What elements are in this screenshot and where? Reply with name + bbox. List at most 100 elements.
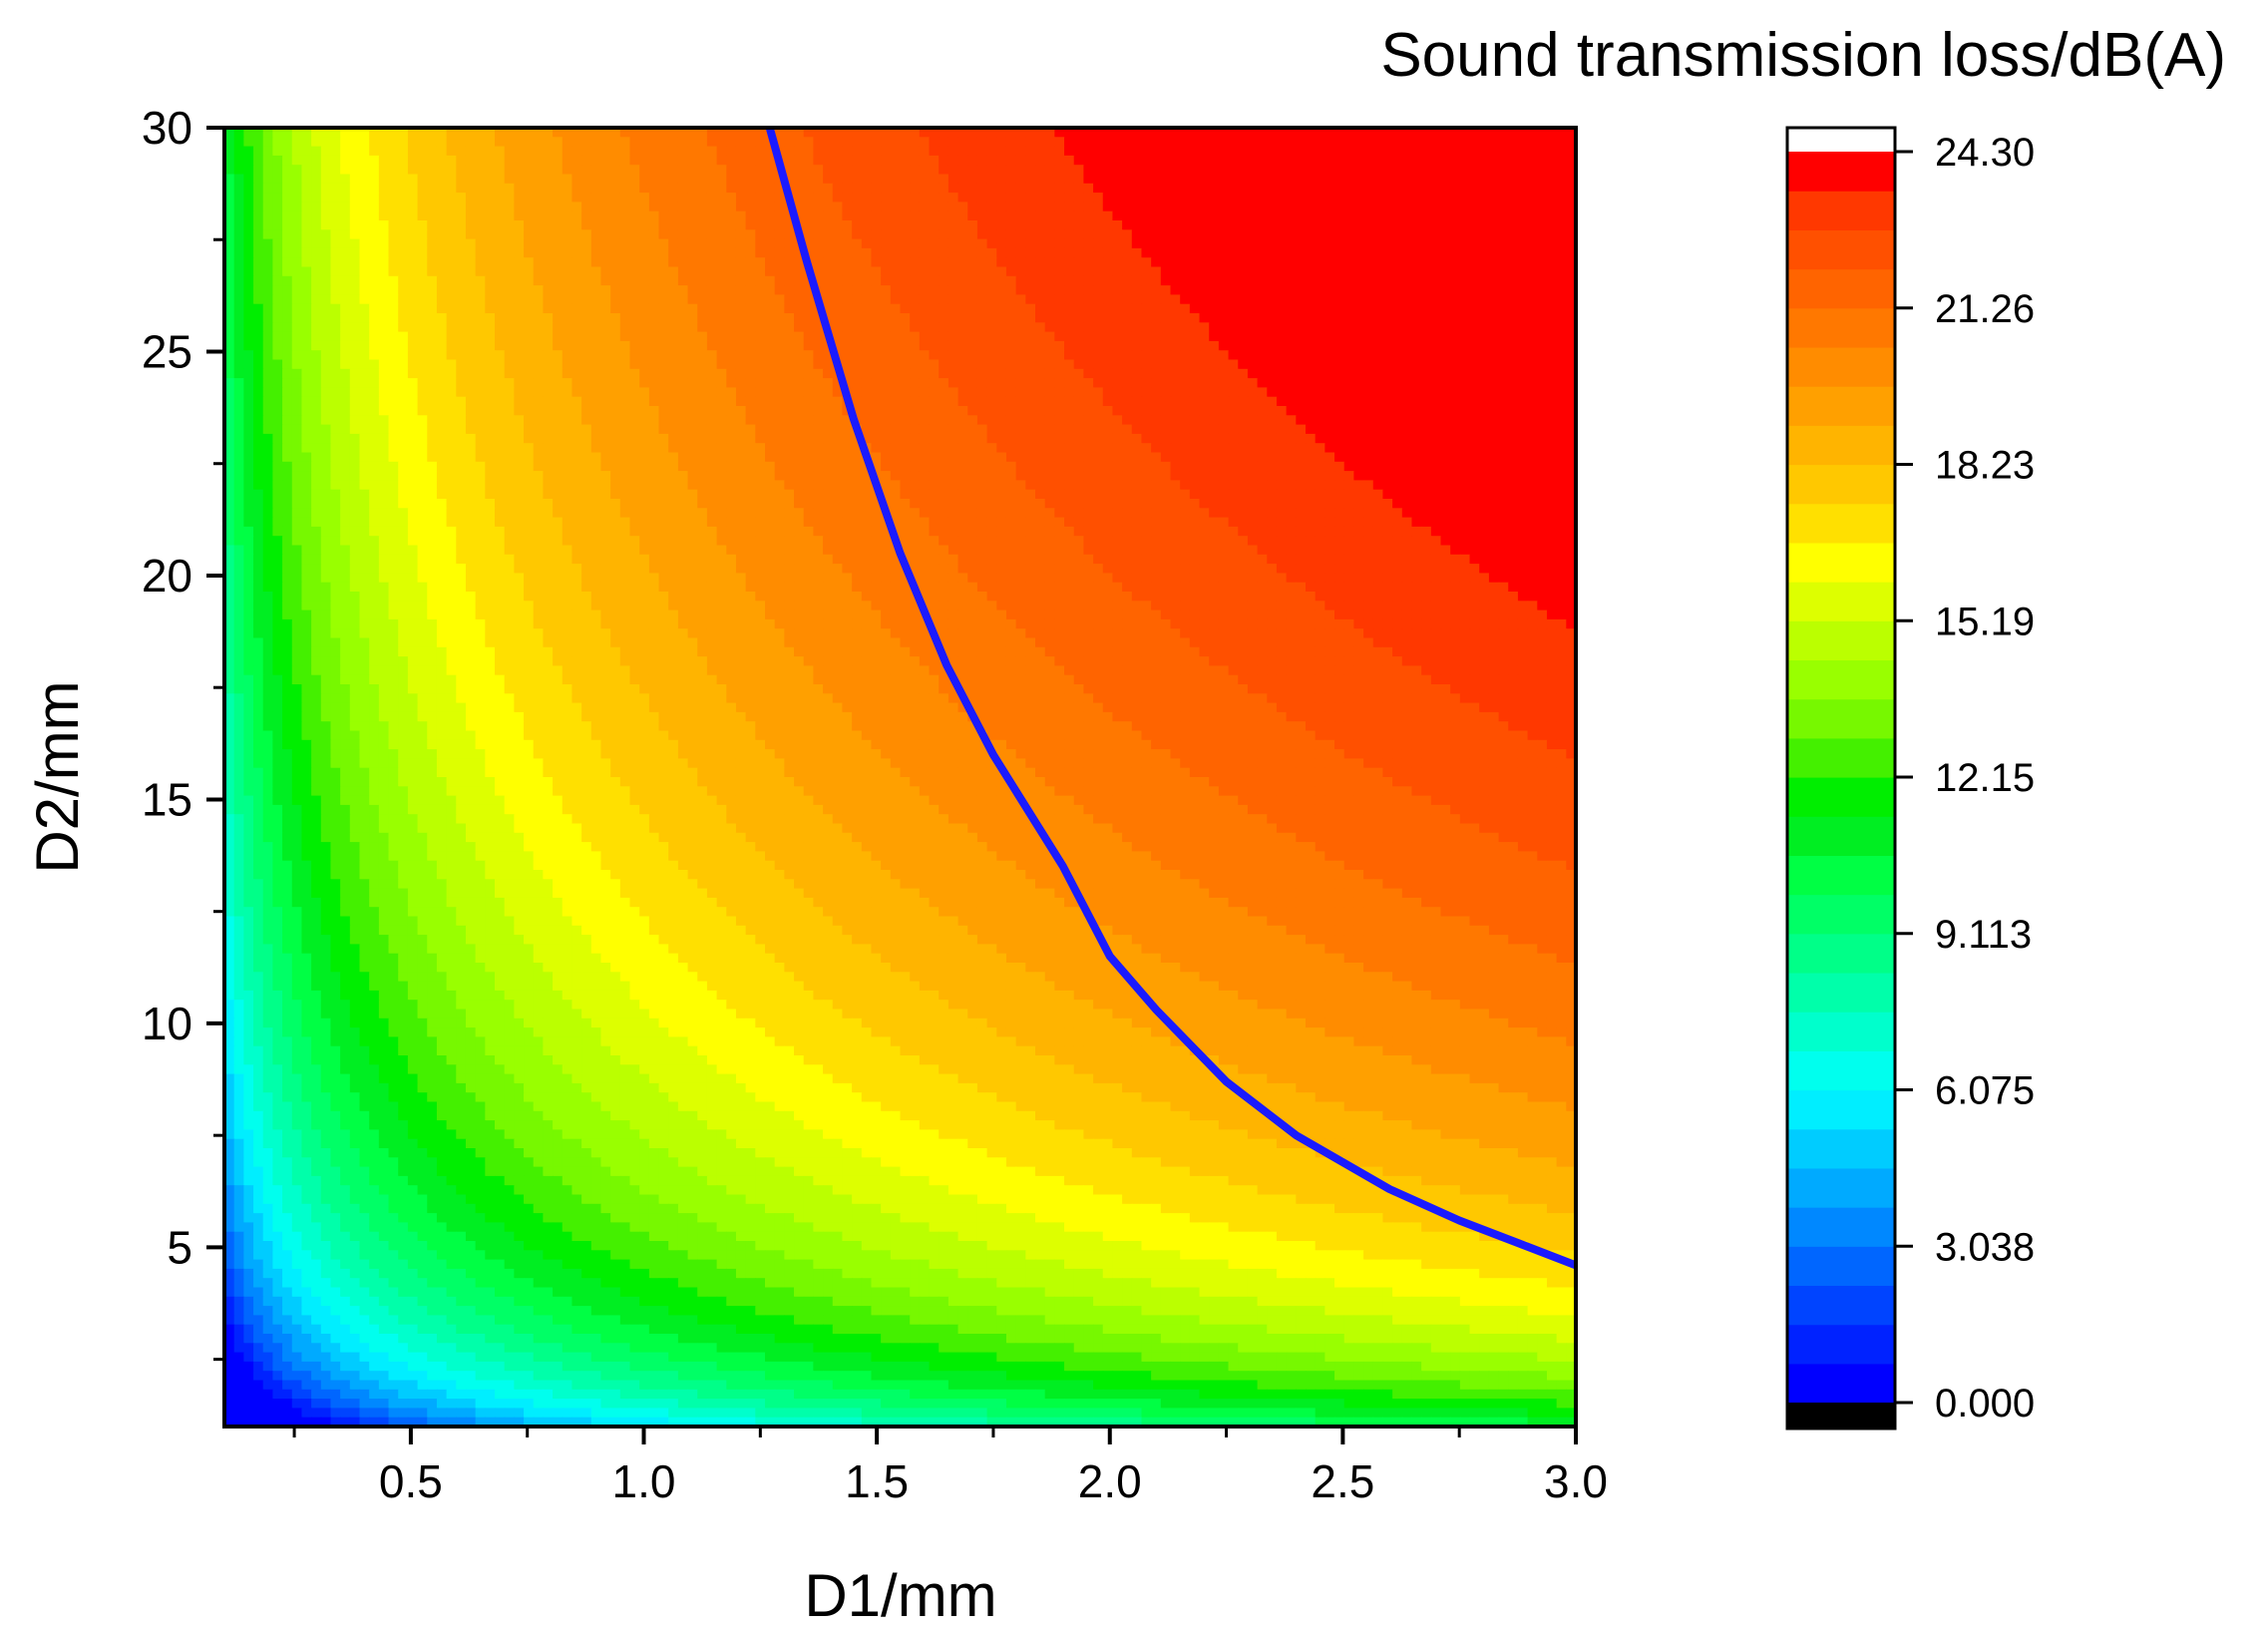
contour-cell [630,322,640,332]
contour-cell [910,341,920,351]
contour-cell [243,360,253,370]
contour-cell [1547,360,1557,370]
contour-cell [1064,322,1074,332]
contour-cell [524,239,534,249]
contour-cell [369,257,379,267]
contour-cell [920,369,930,379]
contour-cell [437,184,447,194]
contour-cell [1421,257,1431,267]
contour-cell [369,406,379,416]
contour-cell [688,175,698,185]
contour-cell [543,387,553,397]
contour-cell [466,304,476,314]
contour-cell [948,276,958,286]
contour-cell [1190,332,1200,342]
contour-cell [514,156,524,166]
contour-cell [1190,147,1200,157]
contour-cell [301,193,311,203]
contour-cell [389,276,399,286]
contour-cell [1296,229,1306,239]
contour-cell [688,378,698,388]
contour-cell [1074,443,1084,453]
contour-cell [292,267,302,277]
contour-cell [292,453,302,463]
contour-cell [243,322,253,332]
contour-cell [1083,332,1093,342]
contour-cell [321,211,331,221]
contour-cell [1518,304,1528,314]
contour-cell [1411,147,1421,157]
contour-cell [881,137,891,147]
contour-cell [765,220,775,230]
contour-cell [581,147,591,157]
contour-cell [891,211,901,221]
contour-cell [1238,397,1248,407]
contour-cell [563,406,572,416]
contour-cell [697,350,707,360]
contour-cell [1112,248,1122,258]
contour-cell [1489,147,1499,157]
contour-cell [1316,434,1325,444]
contour-cell [1064,350,1074,360]
contour-cell [755,434,765,444]
contour-cell [958,211,968,221]
contour-cell [379,211,389,221]
contour-cell [823,453,833,463]
contour-cell [272,147,282,157]
contour-cell [1479,211,1489,221]
contour-cell [591,434,601,444]
contour-cell [930,239,940,249]
contour-cell [1219,202,1229,211]
contour-cell [794,322,804,332]
contour-cell [1489,387,1499,397]
contour-cell [881,313,891,323]
contour-cell [958,193,968,203]
contour-cell [1074,193,1084,203]
contour-cell [1353,165,1363,175]
contour-cell [1025,304,1035,314]
contour-cell [910,378,920,388]
contour-cell [1141,211,1151,221]
contour-cell [736,175,746,185]
contour-cell [862,397,872,407]
contour-cell [1074,322,1084,332]
contour-cell [1064,175,1074,185]
contour-cell [659,156,669,166]
contour-cell [263,257,273,267]
contour-cell [1537,322,1547,332]
contour-cell [1344,165,1354,175]
contour-cell [678,453,688,463]
contour-cell [881,156,891,166]
contour-cell [1267,193,1277,203]
contour-cell [717,313,727,323]
contour-cell [340,378,350,388]
contour-cell [1277,229,1287,239]
contour-cell [765,285,775,295]
contour-cell [1547,341,1557,351]
contour-cell [311,425,321,435]
contour-cell [1045,156,1055,166]
contour-cell [418,285,428,295]
contour-cell [408,294,418,304]
contour-cell [1489,322,1499,332]
contour-cell [1054,332,1064,342]
contour-cell [1363,415,1373,425]
contour-cell [263,369,273,379]
contour-cell [340,406,350,416]
contour-cell [901,304,911,314]
contour-cell [263,165,273,175]
contour-cell [234,387,244,397]
contour-cell [736,202,746,211]
contour-cell [881,165,891,175]
contour-cell [301,369,311,379]
contour-cell [746,193,756,203]
contour-cell [1547,350,1557,360]
contour-cell [1499,341,1509,351]
contour-cell [639,369,649,379]
contour-cell [369,387,379,397]
contour-cell [1287,304,1297,314]
contour-cell [1421,443,1431,453]
contour-cell [1093,415,1103,425]
contour-cell [1132,202,1142,211]
contour-cell [910,304,920,314]
